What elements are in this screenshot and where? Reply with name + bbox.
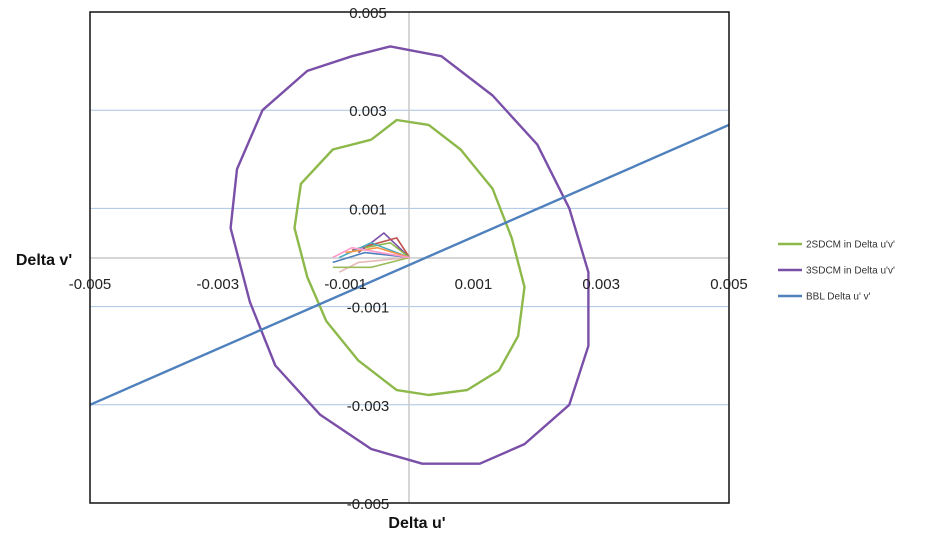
cluster-series-2	[364, 241, 410, 259]
legend-label: 2SDCM in Delta u'v'	[806, 240, 895, 251]
x-tick-label: 0.001	[455, 276, 493, 293]
x-tick-label: -0.005	[69, 276, 112, 293]
x-tick-label: 0.003	[582, 276, 620, 293]
x-tick-label: -0.003	[197, 276, 240, 293]
x-tick-label: 0.005	[710, 276, 748, 293]
tick-labels: -0.005 -0.003 -0.001 0.001 0.003 0.005 0.005 0.…	[69, 5, 748, 513]
legend-item-2sdcm: 2SDCM in Delta u'v'	[778, 240, 895, 251]
series-3sdcm-line	[229, 45, 590, 465]
legend-item-bbl: BBL Delta u' v'	[778, 292, 871, 303]
x-axis-title: Delta u'	[388, 515, 445, 532]
cluster-series-5	[332, 251, 410, 264]
series-bbl-line	[89, 123, 730, 406]
plot-area	[89, 11, 730, 504]
legend-label: BBL Delta u' v'	[806, 292, 871, 303]
y-axis-title: Delta v'	[16, 252, 72, 269]
y-tick-label: -0.003	[347, 398, 390, 415]
cluster-series-4	[345, 246, 410, 259]
cluster-series-6	[338, 256, 410, 273]
y-tick-label: 0.001	[349, 201, 387, 218]
legend: 2SDCM in Delta u'v' 3SDCM in Delta u'v' BB…	[778, 240, 895, 303]
y-tick-label: -0.005	[347, 496, 390, 513]
series-layer	[89, 45, 730, 465]
legend-label: 3SDCM in Delta u'v'	[806, 266, 895, 277]
cluster-series-1	[351, 236, 411, 258]
y-tick-label: 0.003	[349, 103, 387, 120]
y-tick-label: 0.005	[349, 5, 387, 22]
y-tick-label: -0.001	[347, 300, 390, 317]
x-tick-label: -0.001	[324, 276, 367, 293]
cluster-series-7	[332, 256, 410, 269]
series-2sdcm-line	[293, 118, 526, 397]
cluster-series-8	[332, 246, 410, 259]
legend-item-3sdcm: 3SDCM in Delta u'v'	[778, 266, 895, 277]
